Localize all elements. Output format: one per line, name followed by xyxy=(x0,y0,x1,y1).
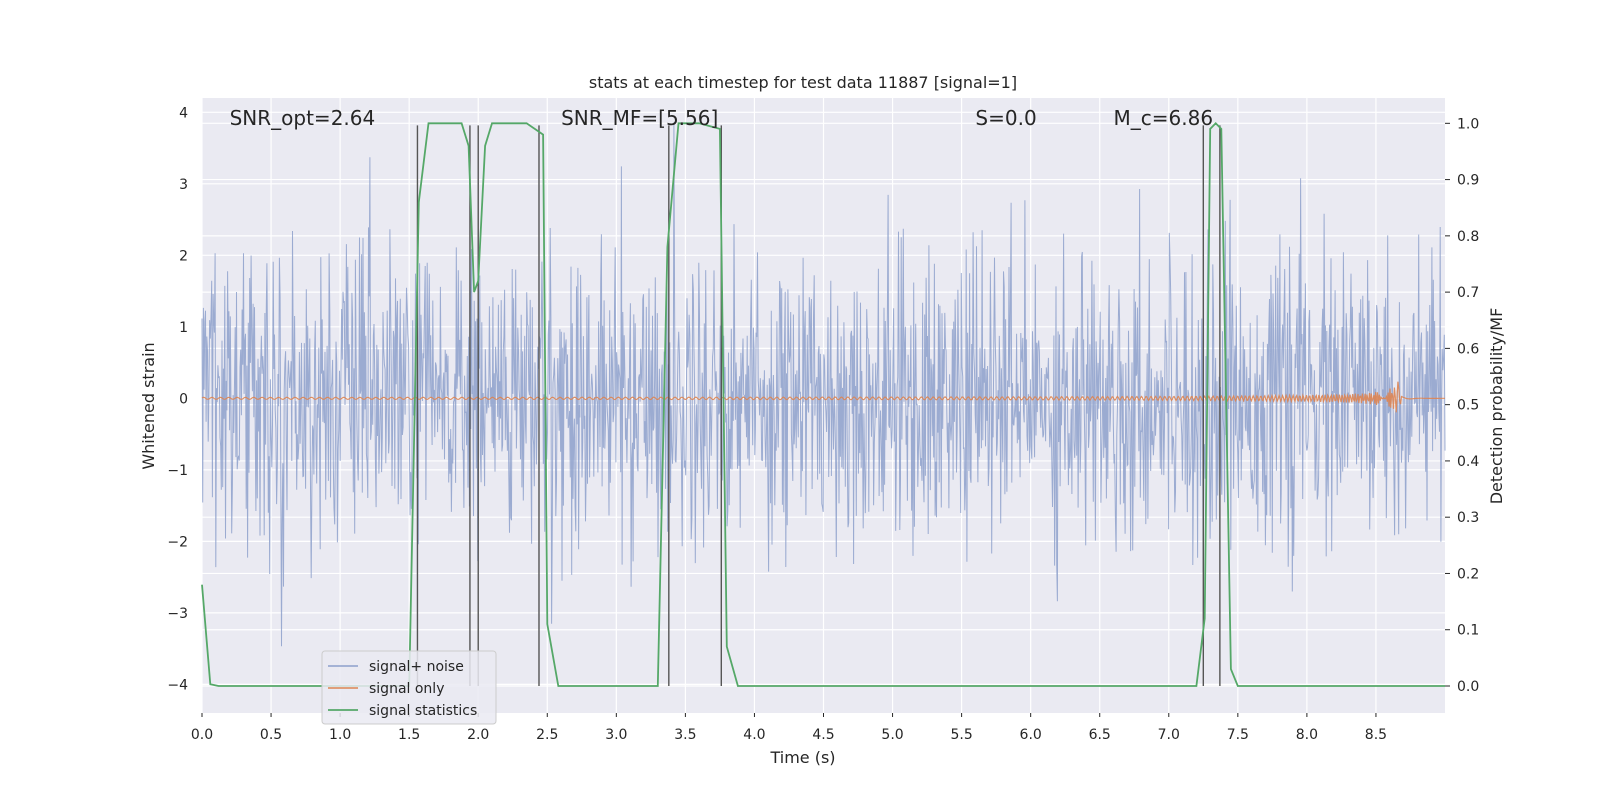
x-tick-label: 1.5 xyxy=(398,727,420,743)
y-right-tick-label: 0.0 xyxy=(1457,679,1479,695)
annotation-1: SNR_MF=[5.56] xyxy=(561,106,718,130)
x-tick-label: 3.5 xyxy=(674,727,696,743)
axes: 0.0 0.5 1.0 1.5 2.0 2.5 3.0 3.5 4.0 4.5 5.0 5.5 6.0 6… xyxy=(167,105,1479,743)
annotation-2: S=0.0 xyxy=(975,106,1036,130)
annotations: SNR_opt=2.64 SNR_MF=[5.56] S=0.0 M_c=6.86 xyxy=(230,106,1213,130)
y-left-tick-label: 2 xyxy=(179,248,188,264)
y-left-tick-label: −2 xyxy=(167,534,188,550)
y-left-tick-label: 3 xyxy=(179,177,188,193)
x-tick-label: 6.0 xyxy=(1020,727,1042,743)
legend-label-0: signal+ noise xyxy=(369,659,464,675)
y-left-tick-label: −1 xyxy=(167,463,188,479)
series-signal-plus-noise xyxy=(201,122,1446,647)
y-left-tick-label: −4 xyxy=(167,677,188,693)
statistics-line xyxy=(201,122,1445,687)
x-tick-label: 8.5 xyxy=(1365,727,1387,743)
y-right-tick-label: 0.9 xyxy=(1457,173,1479,189)
legend-label-1: signal only xyxy=(369,681,444,697)
y-right-tick-label: 0.2 xyxy=(1457,566,1479,582)
y-right-tick-label: 0.8 xyxy=(1457,229,1479,245)
x-tick-label: 0.0 xyxy=(191,727,213,743)
y-axis-right-label: Detection probability/MF xyxy=(1487,308,1506,505)
series-signal-only xyxy=(201,381,1445,413)
series-signal-statistics xyxy=(201,122,1445,687)
x-tick-label: 2.5 xyxy=(536,727,558,743)
x-tick-label: 8.0 xyxy=(1296,727,1318,743)
x-tick-label: 0.5 xyxy=(260,727,282,743)
legend-box xyxy=(321,650,497,725)
y-right-tick-label: 0.6 xyxy=(1457,341,1479,357)
x-tick-label: 2.0 xyxy=(467,727,489,743)
y-left-tick-label: 0 xyxy=(179,391,188,407)
x-tick-label: 5.5 xyxy=(950,727,972,743)
x-tick-label: 3.0 xyxy=(605,727,627,743)
annotation-0: SNR_opt=2.64 xyxy=(230,106,376,130)
x-tick-label: 4.5 xyxy=(812,727,834,743)
x-tick-label: 7.0 xyxy=(1158,727,1180,743)
y-right-tick-label: 0.3 xyxy=(1457,510,1479,526)
y-right-tick-label: 1.0 xyxy=(1457,116,1479,132)
x-tick-label: 1.0 xyxy=(329,727,351,743)
x-tick-label: 7.5 xyxy=(1227,727,1249,743)
x-tick-label: 4.0 xyxy=(743,727,765,743)
y-right-tick-label: 0.5 xyxy=(1457,398,1479,414)
y-left-tick-label: −3 xyxy=(167,606,188,622)
x-tick-label: 5.0 xyxy=(881,727,903,743)
x-tick-label: 6.5 xyxy=(1089,727,1111,743)
noise-line xyxy=(201,122,1446,647)
y-right-tick-label: 0.4 xyxy=(1457,454,1479,470)
legend: signal+ noise signal only signal statistic… xyxy=(321,650,497,725)
annotation-3: M_c=6.86 xyxy=(1114,106,1214,130)
legend-label-2: signal statistics xyxy=(369,703,477,719)
y-left-tick-label: 1 xyxy=(179,320,188,336)
y-right-tick-label: 0.7 xyxy=(1457,285,1479,301)
y-left-tick-label: 4 xyxy=(179,105,188,121)
y-right-tick-label: 0.1 xyxy=(1457,623,1479,639)
y-axis-left-label: Whitened strain xyxy=(139,342,158,469)
x-axis-label: Time (s) xyxy=(769,748,835,767)
detection-markers xyxy=(416,125,1221,686)
chart-title: stats at each timestep for test data 118… xyxy=(589,73,1017,92)
signal-line xyxy=(201,381,1445,413)
